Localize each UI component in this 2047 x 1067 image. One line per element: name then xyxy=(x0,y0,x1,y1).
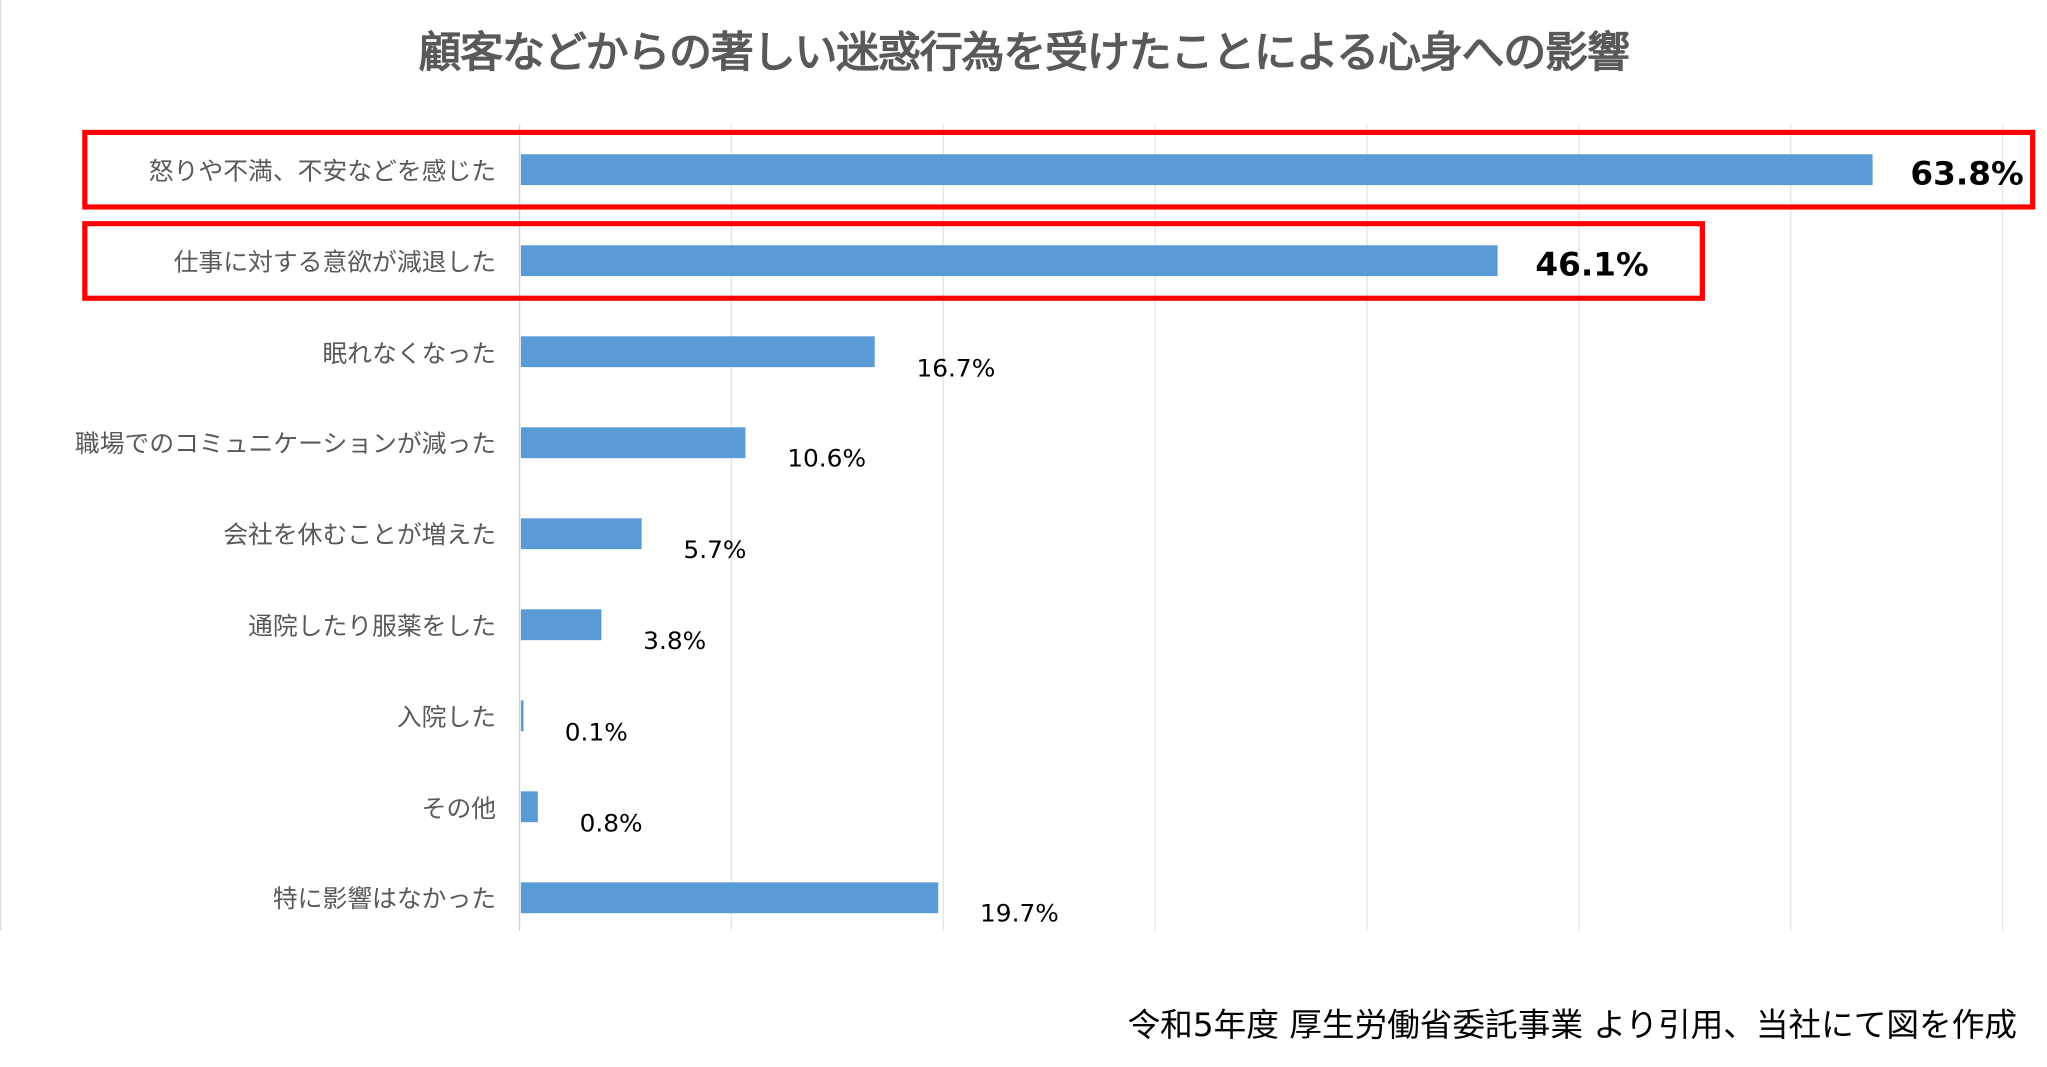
category-label: 特に影響はなかった xyxy=(272,885,497,914)
bar xyxy=(520,518,642,550)
bar xyxy=(520,245,1498,277)
data-label: 19.7% xyxy=(980,900,1059,929)
highlight-box xyxy=(82,220,1705,301)
data-label: 16.7% xyxy=(916,354,996,383)
source-note: 令和5年度 厚生労働省委託事業 より引用、当社にて図を作成 xyxy=(1127,1006,2017,1044)
bar xyxy=(520,154,1873,186)
data-label: 0.8% xyxy=(579,809,643,838)
data-label: 0.1% xyxy=(564,718,628,747)
bar xyxy=(520,882,939,914)
bar xyxy=(520,700,524,732)
category-label: 入院した xyxy=(396,703,497,732)
bar xyxy=(520,427,746,459)
highlight-box xyxy=(82,129,2036,210)
left-border xyxy=(0,0,2,931)
category-label: 眠れなくなった xyxy=(322,339,497,368)
data-label: 3.8% xyxy=(643,627,707,656)
chart-title: 顧客などからの著しい迷惑行為を受けたことによる心身への影響 xyxy=(418,26,1630,78)
data-label: 63.8% xyxy=(1910,154,2024,193)
category-label: 会社を休むことが増えた xyxy=(223,521,497,550)
category-label: 仕事に対する意欲が減退した xyxy=(173,248,497,277)
data-label: 46.1% xyxy=(1535,245,1649,284)
data-label: 10.6% xyxy=(787,445,867,474)
category-label: 職場でのコミュニケーションが減った xyxy=(74,430,497,459)
data-label: 5.7% xyxy=(683,536,747,565)
category-label: 通院したり服薬をした xyxy=(248,612,497,641)
bar xyxy=(520,609,602,641)
bar xyxy=(520,791,538,823)
category-label: その他 xyxy=(421,794,497,823)
category-label: 怒りや不満、不安などを感じた xyxy=(148,157,497,186)
bar xyxy=(520,336,875,368)
